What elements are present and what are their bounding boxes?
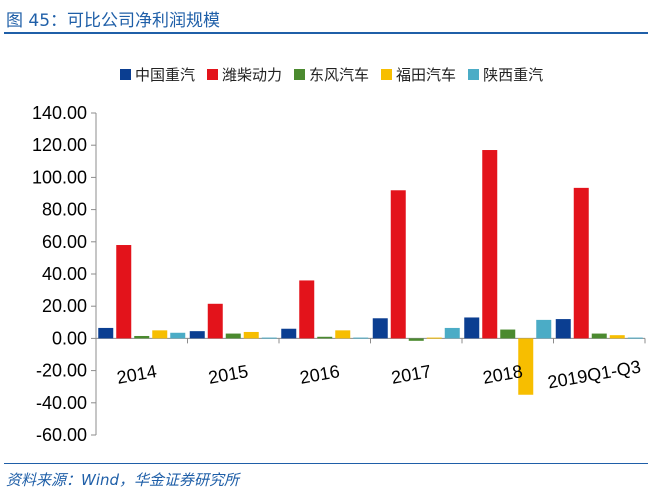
bar [464, 317, 480, 339]
y-tick-label: 80.00 [42, 200, 87, 220]
legend-label: 陕西重汽 [483, 66, 544, 84]
bar [353, 337, 369, 339]
bar [98, 327, 114, 339]
y-tick-label: -20.00 [36, 361, 87, 381]
bar [243, 331, 259, 339]
legend-label: 福田汽车 [396, 66, 457, 84]
x-tick-label: 2016 [298, 361, 341, 388]
bar [444, 327, 460, 339]
legend-label: 东风汽车 [309, 66, 370, 84]
y-tick-label: 60.00 [42, 232, 87, 252]
bar [627, 337, 643, 339]
bar [335, 330, 351, 339]
x-tick-label: 2014 [115, 361, 158, 388]
legend-item: 潍柴动力 [207, 64, 282, 85]
bar [372, 318, 388, 339]
source-note: 资料来源：Wind，华金证券研究所 [6, 471, 240, 489]
legend-swatch [381, 69, 393, 80]
bar [536, 319, 552, 339]
bar [317, 336, 333, 339]
footer-rule [4, 463, 648, 464]
x-tick-label: 2015 [207, 361, 250, 388]
bar [261, 337, 277, 339]
bar [189, 331, 205, 339]
bar-chart: 140.00 120.00 100.00 80.00 60.00 40.00 20.00 0.… [32, 103, 646, 445]
bar [408, 338, 424, 341]
bar [299, 280, 315, 339]
x-tick-label: 2018 [481, 361, 524, 388]
title-underline [4, 32, 648, 34]
chart-title: 图 45：可比公司净利润规模 [6, 11, 221, 31]
bar [390, 190, 406, 339]
legend-item: 福田汽车 [381, 64, 456, 85]
legend-swatch [120, 69, 131, 80]
bar [116, 245, 132, 339]
x-tick-label: 2017 [390, 361, 433, 388]
bar [152, 330, 168, 339]
legend-item: 东风汽车 [294, 64, 369, 85]
bar [573, 187, 589, 339]
bar [591, 333, 607, 339]
legend: 中国重汽 潍柴动力 东风汽车 福田汽车 陕西重汽 [120, 64, 543, 85]
y-tick-label: -40.00 [36, 393, 87, 413]
bar [134, 335, 150, 339]
bar [518, 338, 534, 395]
x-tick-label: 2019Q1-Q3 [546, 356, 642, 392]
bar [170, 332, 186, 339]
y-tick-label: 20.00 [42, 296, 87, 316]
bar [426, 337, 442, 339]
bar [555, 319, 571, 339]
bar [281, 328, 297, 339]
legend-item: 中国重汽 [120, 64, 195, 85]
bar [500, 329, 516, 339]
bar [482, 150, 498, 339]
y-tick-label: 140.00 [32, 103, 87, 123]
y-tick-label: 0.00 [52, 328, 87, 348]
legend-label: 中国重汽 [135, 66, 196, 84]
y-tick-label: -60.00 [36, 425, 87, 445]
legend-swatch [294, 69, 306, 80]
bar [225, 333, 241, 339]
y-tick-label: 40.00 [42, 264, 87, 284]
bar [609, 335, 625, 339]
legend-swatch [468, 69, 480, 80]
legend-item: 陕西重汽 [468, 64, 543, 85]
y-tick-label: 100.00 [32, 167, 87, 187]
y-tick-label: 120.00 [32, 135, 87, 155]
legend-swatch [207, 69, 219, 80]
bar [207, 303, 223, 339]
legend-label: 潍柴动力 [222, 66, 283, 84]
